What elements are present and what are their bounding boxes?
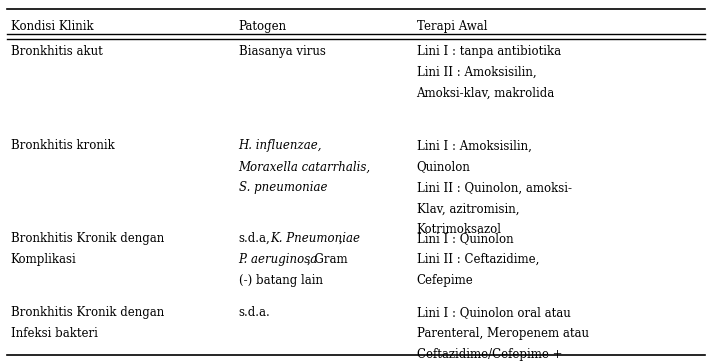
Text: Lini I : Quinolon: Lini I : Quinolon [417,232,513,245]
Text: Kotrimoksazol: Kotrimoksazol [417,223,501,236]
Text: , Gram: , Gram [307,253,347,266]
Text: Lini I : Amoksisilin,: Lini I : Amoksisilin, [417,139,531,152]
Text: Bronkhitis Kronik dengan: Bronkhitis Kronik dengan [11,306,164,319]
Text: Terapi Awal: Terapi Awal [417,20,487,33]
Text: Cefepime: Cefepime [417,274,473,287]
Text: Ceftazidime/Cefepime +: Ceftazidime/Cefepime + [417,348,562,361]
Text: Bronkhitis Kronik dengan: Bronkhitis Kronik dengan [11,232,164,245]
Text: Kondisi Klinik: Kondisi Klinik [11,20,93,33]
Text: Parenteral, Meropenem atau: Parenteral, Meropenem atau [417,327,589,340]
Text: Lini II : Amoksisilin,: Lini II : Amoksisilin, [417,66,536,79]
Text: Quinolon: Quinolon [417,160,471,173]
Text: Patogen: Patogen [239,20,287,33]
Text: Amoksi-klav, makrolida: Amoksi-klav, makrolida [417,87,555,100]
Text: (-) batang lain: (-) batang lain [239,274,323,287]
Text: Bronkhitis akut: Bronkhitis akut [11,45,103,58]
Text: Komplikasi: Komplikasi [11,253,76,266]
Text: H. influenzae,: H. influenzae, [239,139,322,152]
Text: Bronkhitis kronik: Bronkhitis kronik [11,139,115,152]
Text: Lini I : Quinolon oral atau: Lini I : Quinolon oral atau [417,306,570,319]
Text: Lini II : Ceftazidime,: Lini II : Ceftazidime, [417,253,539,266]
Text: s.d.a.: s.d.a. [239,306,271,319]
Text: P. aeruginosa: P. aeruginosa [239,253,318,266]
Text: Lini II : Quinolon, amoksi-: Lini II : Quinolon, amoksi- [417,181,572,194]
Text: s.d.a,: s.d.a, [239,232,271,245]
Text: ,: , [339,232,342,245]
Text: K. Pneumoniae: K. Pneumoniae [270,232,360,245]
Text: Lini I : tanpa antibiotika: Lini I : tanpa antibiotika [417,45,560,58]
Text: Infeksi bakteri: Infeksi bakteri [11,327,98,340]
Text: Biasanya virus: Biasanya virus [239,45,325,58]
Text: S. pneumoniae: S. pneumoniae [239,181,327,194]
Text: Klav, azitromisin,: Klav, azitromisin, [417,202,519,215]
Text: Moraxella catarrhalis,: Moraxella catarrhalis, [239,160,371,173]
